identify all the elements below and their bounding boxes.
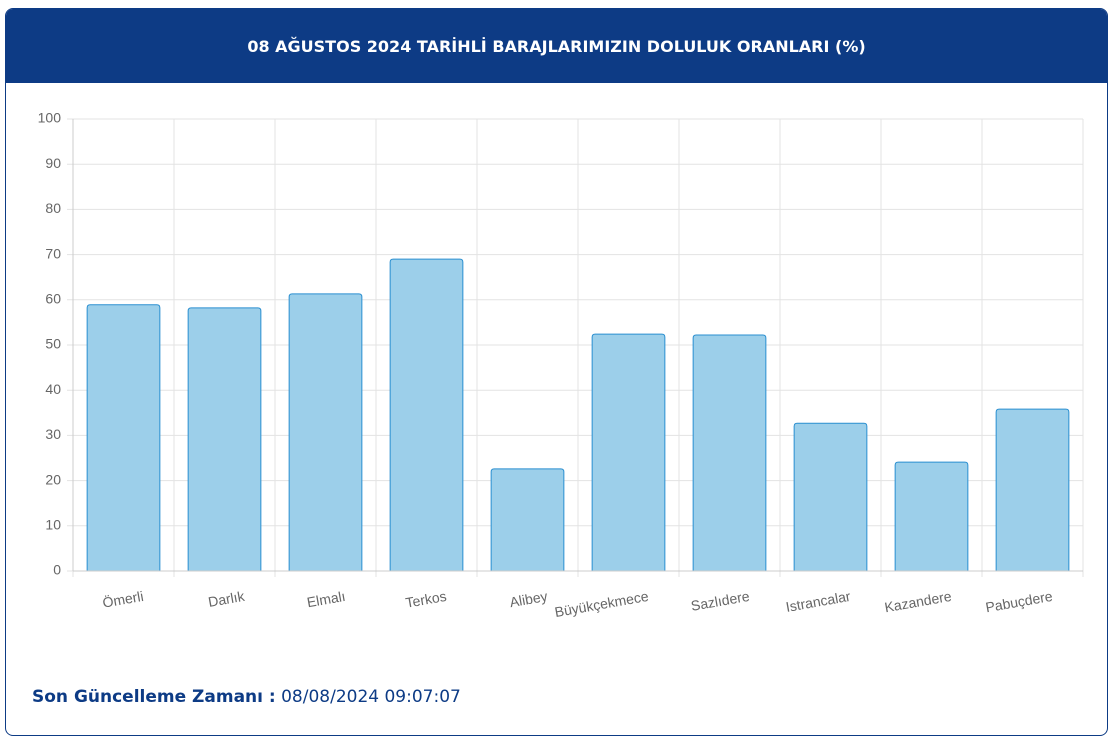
bar <box>490 468 565 571</box>
y-tick-label: 40 <box>45 381 61 397</box>
bar <box>995 408 1070 571</box>
y-tick-label: 60 <box>45 291 61 307</box>
y-tick-label: 80 <box>45 200 61 216</box>
footer: Son Güncelleme Zamanı : 08/08/2024 09:07… <box>32 687 461 707</box>
x-tick-label: Darlık <box>207 588 247 610</box>
y-tick-label: 20 <box>45 471 61 487</box>
x-tick-label: Kazandere <box>883 588 953 616</box>
x-tick-label: Terkos <box>404 588 447 611</box>
bar <box>591 333 666 571</box>
y-tick-label: 30 <box>45 426 61 442</box>
x-tick-label: Sazlıdere <box>690 588 751 614</box>
footer-value: 08/08/2024 09:07:07 <box>281 687 461 707</box>
y-tick-label: 10 <box>45 517 61 533</box>
x-tick-label: Elmalı <box>306 588 347 611</box>
y-tick-label: 50 <box>45 336 61 352</box>
x-tick-label: Istrancalar <box>785 588 852 615</box>
y-tick-label: 70 <box>45 245 61 261</box>
bar <box>692 334 767 571</box>
chart-title: 08 AĞUSTOS 2024 TARİHLİ BARAJLARIMIZIN D… <box>6 9 1107 83</box>
x-tick-label: Büyükçekmece <box>553 588 649 620</box>
bar <box>389 258 464 571</box>
x-tick-label: Ömerli <box>101 587 145 611</box>
y-tick-label: 100 <box>38 110 62 126</box>
x-tick-label: Alibey <box>508 588 548 610</box>
y-tick-label: 0 <box>53 562 61 578</box>
bar <box>86 304 161 571</box>
bar <box>793 422 868 571</box>
bar <box>894 461 969 571</box>
bar <box>187 307 262 571</box>
bar <box>288 293 363 571</box>
y-tick-label: 90 <box>45 155 61 171</box>
footer-label: Son Güncelleme Zamanı : <box>32 687 276 707</box>
x-tick-label: Pabuçdere <box>984 588 1054 616</box>
card: 08 AĞUSTOS 2024 TARİHLİ BARAJLARIMIZIN D… <box>5 8 1108 736</box>
